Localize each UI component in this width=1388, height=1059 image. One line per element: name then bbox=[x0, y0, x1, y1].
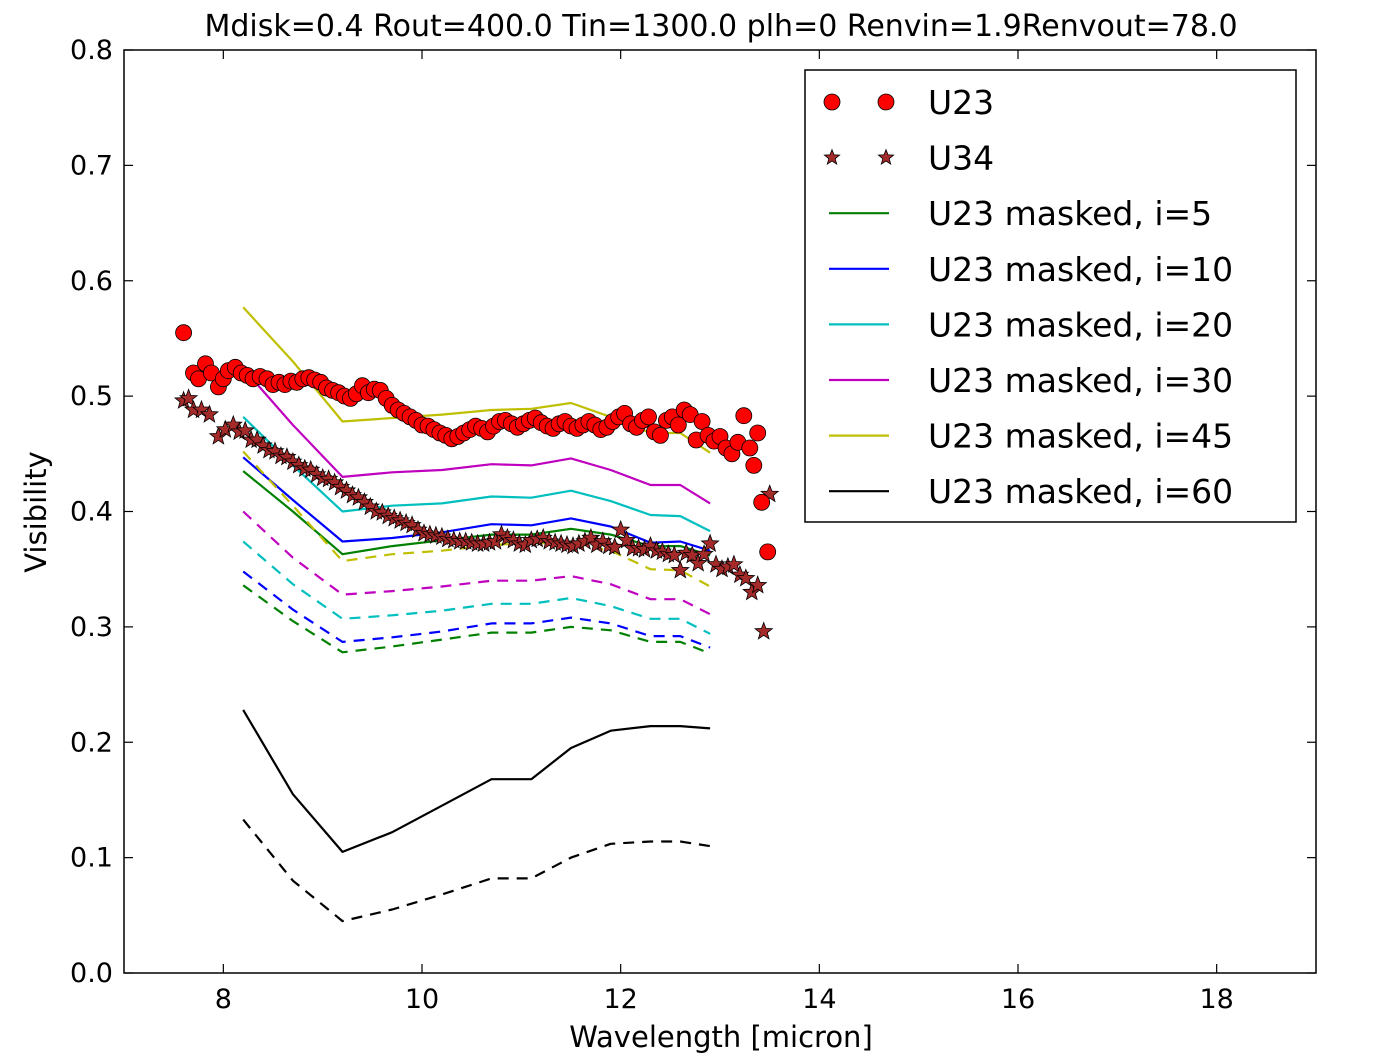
u34-point bbox=[178, 388, 199, 407]
u23-point bbox=[741, 439, 759, 457]
legend: U23 U34 U23 masked, i=5 U23 masked, i=10 U23… bbox=[804, 69, 1297, 523]
legend-marker bbox=[823, 93, 841, 111]
u34-point bbox=[617, 530, 637, 549]
y-tick-label: 0.4 bbox=[70, 497, 113, 528]
u23-point bbox=[640, 408, 657, 426]
u34-point bbox=[700, 533, 720, 553]
series-line-11 bbox=[242, 450, 711, 588]
legend-label: U23 masked, i=5 bbox=[928, 194, 1212, 233]
u34-point bbox=[670, 560, 690, 579]
legend-marker bbox=[823, 148, 841, 166]
series-line-7 bbox=[242, 584, 711, 655]
x-tick-label: 12 bbox=[603, 984, 637, 1015]
legend-label: U23 masked, i=45 bbox=[928, 417, 1233, 456]
u34-point bbox=[760, 484, 780, 503]
x-tick-label: 16 bbox=[1001, 984, 1035, 1015]
u23-point bbox=[735, 407, 753, 425]
y-tick-label: 0.5 bbox=[70, 381, 113, 412]
legend-label: U23 masked, i=30 bbox=[928, 361, 1233, 400]
u34-point bbox=[688, 553, 708, 572]
legend-marker bbox=[877, 148, 895, 166]
series-line-2 bbox=[242, 456, 711, 552]
x-tick-label: 8 bbox=[215, 984, 232, 1015]
y-tick-label: 0.0 bbox=[70, 958, 113, 989]
y-tick-label: 0.6 bbox=[70, 266, 113, 297]
u34-point bbox=[748, 575, 768, 594]
x-tick-label: 14 bbox=[802, 984, 836, 1015]
legend-label: U23 masked, i=20 bbox=[928, 305, 1233, 344]
u34-point bbox=[694, 544, 714, 563]
u23-point bbox=[745, 456, 763, 474]
u23-point bbox=[652, 426, 669, 444]
u23-point bbox=[669, 416, 687, 434]
u23-point bbox=[759, 543, 777, 561]
legend-label: U23 bbox=[928, 83, 994, 122]
u34-point bbox=[235, 420, 255, 439]
axis-ticks: 8 10 12 14 16 18 0.0 0.1 0.2 0.3 0.4 0.5 0.6 0.7 0.8 bbox=[70, 35, 1316, 1015]
series-line-12 bbox=[242, 818, 711, 923]
series-line-3 bbox=[242, 416, 711, 533]
u34-point bbox=[199, 404, 220, 423]
x-axis-label: Wavelength [micron] bbox=[569, 1020, 873, 1054]
chart-title: Mdisk=0.4 Rout=400.0 Tin=1300.0 plh=0 Re… bbox=[204, 9, 1237, 44]
legend-label: U34 bbox=[928, 139, 994, 178]
u23-point bbox=[753, 493, 771, 511]
series-line-8 bbox=[242, 570, 711, 649]
series-line-4 bbox=[242, 367, 711, 505]
legend-label: U23 masked, i=60 bbox=[928, 472, 1233, 511]
legend-marker bbox=[877, 93, 895, 111]
y-tick-label: 0.1 bbox=[70, 843, 113, 874]
x-tick-label: 18 bbox=[1199, 984, 1233, 1015]
y-tick-label: 0.3 bbox=[70, 612, 113, 643]
y-tick-label: 0.8 bbox=[70, 35, 113, 66]
u23-point bbox=[693, 413, 711, 430]
u34-point bbox=[724, 554, 744, 573]
x-tick-label: 10 bbox=[405, 984, 439, 1015]
series-line-9 bbox=[242, 540, 711, 635]
series-line-10 bbox=[242, 510, 711, 616]
series-line-6 bbox=[242, 709, 711, 854]
y-tick-label: 0.2 bbox=[70, 727, 113, 758]
u23-point bbox=[749, 424, 767, 442]
u34-point bbox=[736, 568, 756, 587]
u34-point bbox=[611, 519, 631, 539]
u34-point bbox=[605, 537, 625, 556]
y-axis-label: Visibility bbox=[19, 451, 53, 573]
y-tick-label: 0.7 bbox=[70, 150, 113, 181]
plot-series bbox=[173, 306, 780, 923]
u23-point bbox=[175, 324, 193, 342]
u34-point bbox=[191, 399, 212, 419]
legend-label: U23 masked, i=10 bbox=[928, 250, 1233, 289]
legend-box bbox=[804, 69, 1297, 523]
u34-point bbox=[754, 621, 774, 640]
